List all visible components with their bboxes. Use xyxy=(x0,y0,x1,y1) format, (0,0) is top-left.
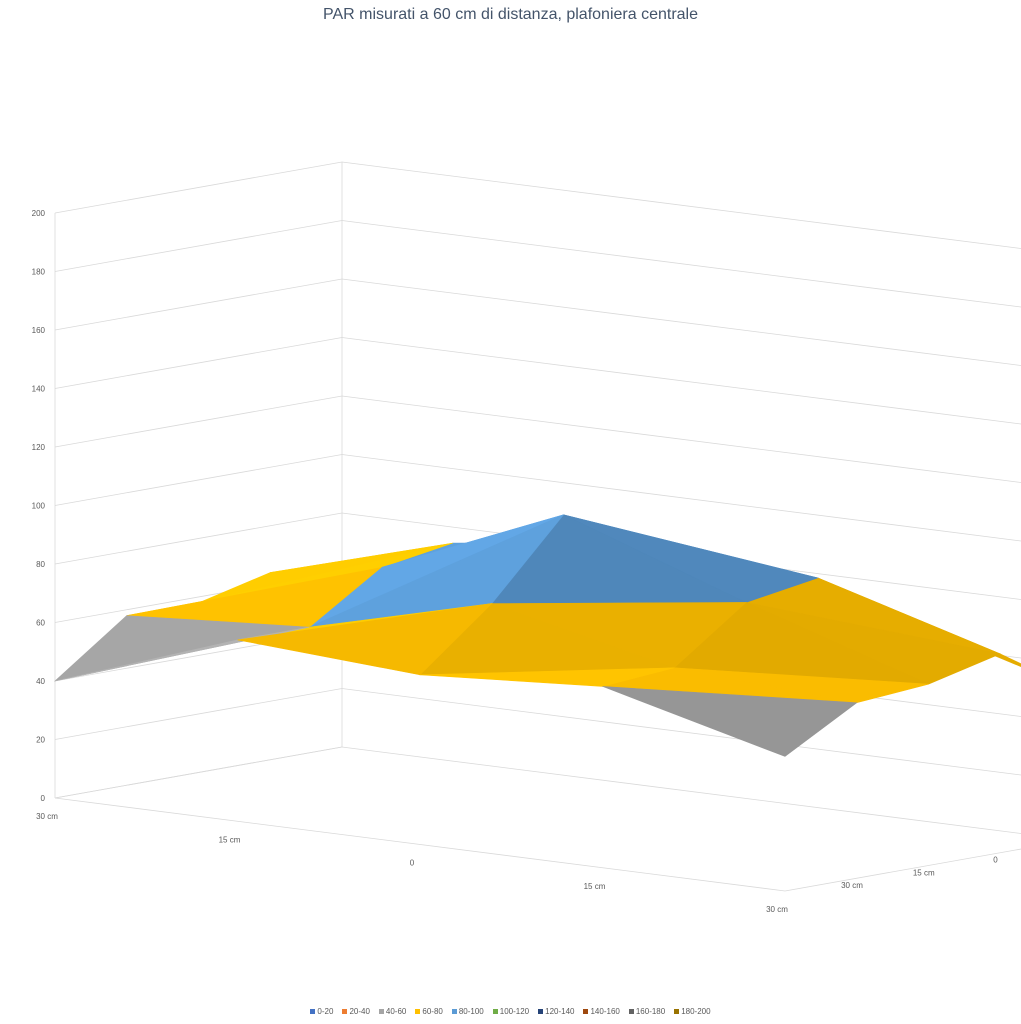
gridline xyxy=(54,395,1021,483)
z-tick-label: 40 xyxy=(36,677,45,686)
gridline xyxy=(54,746,1021,834)
legend-label: 60-80 xyxy=(422,1007,443,1016)
z-tick-label: 160 xyxy=(32,326,46,335)
surface xyxy=(53,514,1021,757)
y-tick-label: 30 cm xyxy=(841,881,863,890)
legend-label: 140-160 xyxy=(590,1007,620,1016)
legend: 0-20 20-40 40-60 60-80 80-100 100-120 120-140 1… xyxy=(0,1007,1021,1016)
surface-patch xyxy=(54,626,310,682)
legend-label: 100-120 xyxy=(499,1007,530,1016)
z-tick-label: 200 xyxy=(32,209,46,218)
surface-patch xyxy=(602,686,858,757)
surface-patch xyxy=(237,603,493,676)
x-tick-label: 15 cm xyxy=(219,835,241,844)
gridline xyxy=(54,337,1021,425)
legend-swatch xyxy=(492,1009,498,1014)
x-tick-label: 0 xyxy=(410,859,415,868)
axis-line xyxy=(54,746,343,799)
z-tick-label: 120 xyxy=(32,443,46,452)
gridline xyxy=(54,161,1021,249)
legend-item: 140-160 xyxy=(583,1007,620,1016)
legend-item: 40-60 xyxy=(378,1007,407,1016)
legend-swatch xyxy=(583,1009,589,1014)
legend-label: 80-100 xyxy=(458,1007,484,1016)
surface-patch xyxy=(419,667,675,687)
legend-swatch xyxy=(378,1009,384,1014)
legend-swatch xyxy=(342,1009,348,1014)
legend-item: 120-140 xyxy=(538,1007,574,1016)
surface-patch xyxy=(53,615,310,682)
chart-title: PAR misurati a 60 cm di distanza, plafon… xyxy=(323,6,698,23)
z-tick-label: 60 xyxy=(36,619,45,628)
legend-item: 100-120 xyxy=(492,1007,530,1016)
axis-line xyxy=(784,848,1021,892)
legend-item: 180-200 xyxy=(674,1007,711,1016)
legend-label: 0-20 xyxy=(317,1007,334,1016)
x-tick-label: 15 cm xyxy=(584,882,606,891)
legend-label: 20-40 xyxy=(349,1007,370,1016)
legend-swatch xyxy=(674,1009,680,1014)
legend-label: 180-200 xyxy=(681,1007,711,1016)
legend-item: 80-100 xyxy=(451,1007,484,1016)
legend-swatch xyxy=(628,1009,634,1014)
y-tick-label: 15 cm xyxy=(913,868,935,877)
z-tick-label: 20 xyxy=(36,736,45,745)
legend-swatch xyxy=(310,1009,316,1014)
z-tick-label: 180 xyxy=(32,268,46,277)
gridline xyxy=(54,220,1021,308)
axis-line xyxy=(54,797,786,892)
z-tick-label: 80 xyxy=(36,560,45,569)
legend-item: 160-180 xyxy=(628,1007,666,1016)
gridline xyxy=(54,688,1021,776)
legend-item: 20-40 xyxy=(342,1007,370,1016)
z-tick-label: 100 xyxy=(32,502,46,511)
legend-item: 0-20 xyxy=(310,1007,333,1016)
legend-label: 160-180 xyxy=(635,1007,666,1016)
y-tick-label: 0 xyxy=(993,856,998,865)
legend-item: 60-80 xyxy=(415,1007,443,1016)
z-tick-label: 0 xyxy=(41,794,46,803)
legend-label: 40-60 xyxy=(385,1007,407,1016)
z-tick-label: 140 xyxy=(32,385,46,394)
axes: 0 20 40 60 80 100 120 140 160 180 200 30 cm 15 cm 0 15… xyxy=(32,209,999,914)
x-tick-label: 30 cm xyxy=(36,812,58,821)
legend-label: 120-140 xyxy=(545,1007,575,1016)
legend-swatch xyxy=(415,1009,421,1014)
gridline xyxy=(54,278,1021,366)
legend-swatch xyxy=(538,1009,544,1014)
x-tick-label: 30 cm xyxy=(766,905,788,914)
legend-swatch xyxy=(451,1009,457,1014)
